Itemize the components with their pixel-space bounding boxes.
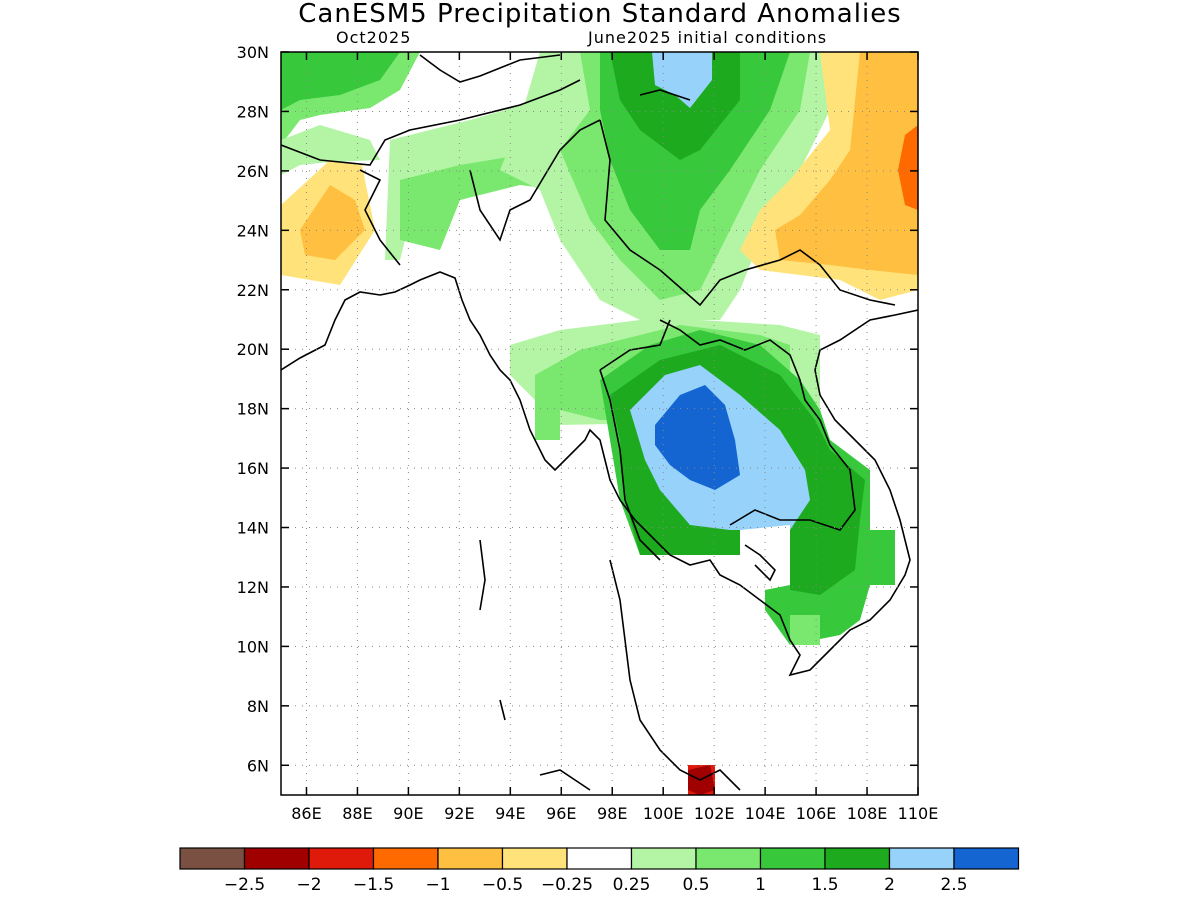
lon-tick-label: 102E <box>694 804 735 823</box>
axis-ticks <box>281 51 919 795</box>
colorbar <box>179 847 1020 870</box>
colorbar-labels: −2.5 −2 −1.5 −1 −0.5 −0.25 0.25 0.5 1 1.5 2 2.5 <box>224 875 968 895</box>
lat-tick-label: 18N <box>237 400 269 419</box>
lat-tick-label: 14N <box>237 519 269 538</box>
colorbar-label: −1.5 <box>353 875 394 895</box>
colorbar-label: −2.5 <box>224 875 265 895</box>
colorbar-swatch <box>501 847 568 870</box>
lon-tick-label: 90E <box>393 804 423 823</box>
colorbar-label: −0.5 <box>482 875 523 895</box>
initial-conditions: June2025 initial conditions <box>588 28 828 47</box>
anomaly-shading <box>281 52 918 795</box>
lat-tick-label: 8N <box>247 697 269 716</box>
colorbar-swatch <box>695 847 762 870</box>
colorbar-label: 1.5 <box>811 875 838 895</box>
lon-tick-label: 104E <box>745 804 786 823</box>
colorbar-label: −0.25 <box>541 875 593 895</box>
lon-tick-label: 110E <box>898 804 939 823</box>
colorbar-swatch <box>824 847 891 870</box>
colorbar-label: −2 <box>296 875 321 895</box>
lon-tick-label: 108E <box>847 804 888 823</box>
colorbar-swatch <box>179 847 246 870</box>
colorbar-swatch <box>437 847 504 870</box>
lat-tick-label: 26N <box>237 162 269 181</box>
colorbar-swatch <box>372 847 439 870</box>
axis-tick-labels: 86E 88E 90E 92E 94E 96E 98E 100E 102E 104E 106E 108… <box>237 43 939 823</box>
lat-tick-label: 6N <box>247 756 269 775</box>
colorbar-label: 2.5 <box>940 875 967 895</box>
colorbar-swatch <box>888 847 955 870</box>
colorbar-swatch <box>566 847 633 870</box>
colorbar-swatch <box>243 847 310 870</box>
lon-tick-label: 92E <box>444 804 474 823</box>
lon-tick-label: 100E <box>643 804 684 823</box>
lon-tick-label: 106E <box>796 804 837 823</box>
colorbar-label: −1 <box>425 875 450 895</box>
lon-tick-label: 98E <box>597 804 627 823</box>
lat-tick-label: 16N <box>237 459 269 478</box>
lon-tick-label: 86E <box>291 804 321 823</box>
lon-tick-label: 94E <box>495 804 525 823</box>
map-title: CanESM5 Precipitation Standard Anomalies <box>298 0 902 29</box>
lat-tick-label: 22N <box>237 281 269 300</box>
colorbar-label: 0.25 <box>613 875 651 895</box>
coastlines <box>281 54 918 791</box>
colorbar-swatch <box>953 847 1020 870</box>
lat-tick-label: 12N <box>237 578 269 597</box>
colorbar-label: 1 <box>755 875 766 895</box>
colorbar-label: 0.5 <box>682 875 709 895</box>
colorbar-swatch <box>308 847 375 870</box>
lon-tick-label: 88E <box>342 804 372 823</box>
colorbar-swatch <box>630 847 697 870</box>
map-frame <box>280 51 919 796</box>
lat-tick-label: 20N <box>237 340 269 359</box>
lat-tick-label: 10N <box>237 637 269 656</box>
colorbar-swatch <box>759 847 826 870</box>
lat-tick-label: 30N <box>237 43 269 62</box>
colorbar-label: 2 <box>884 875 895 895</box>
lon-tick-label: 96E <box>546 804 576 823</box>
lat-tick-label: 24N <box>237 221 269 240</box>
forecast-month: Oct2025 <box>336 28 412 47</box>
lat-tick-label: 28N <box>237 102 269 121</box>
